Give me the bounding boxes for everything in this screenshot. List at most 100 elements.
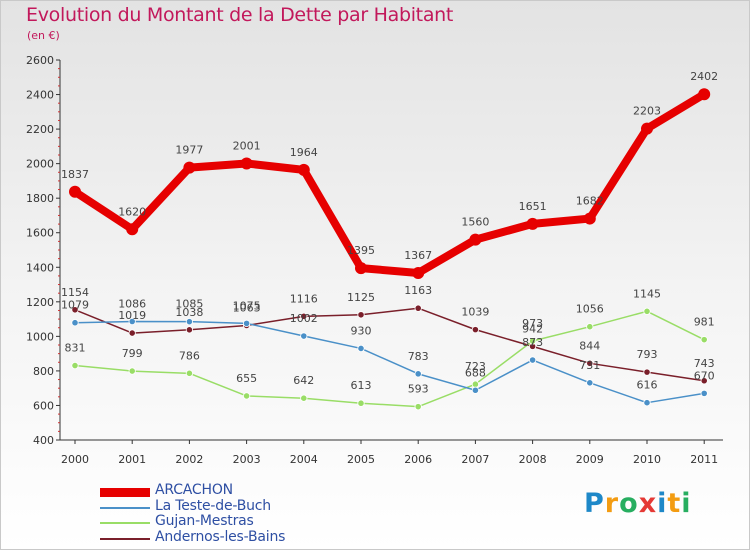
data-point xyxy=(586,379,594,387)
data-label: 616 xyxy=(637,379,658,392)
data-label: 1977 xyxy=(175,144,203,157)
data-point xyxy=(185,318,193,326)
data-point xyxy=(357,311,365,319)
legend-label: ARCACHON xyxy=(155,482,233,498)
data-point xyxy=(243,319,251,328)
series-line xyxy=(74,320,705,404)
data-point xyxy=(357,399,365,407)
x-tick-label: 2001 xyxy=(118,453,146,466)
data-label: 1079 xyxy=(61,299,89,312)
data-label: 1395 xyxy=(347,244,375,257)
data-label: 1039 xyxy=(461,306,489,319)
data-point xyxy=(71,361,79,370)
data-point xyxy=(586,359,594,367)
logo-letter: o xyxy=(619,488,639,519)
data-label: 973 xyxy=(522,317,543,330)
data-point xyxy=(643,368,651,376)
data-point xyxy=(243,392,251,400)
series-la-teste-de-buch xyxy=(71,317,708,407)
data-label: 1002 xyxy=(290,312,318,325)
data-label: 1145 xyxy=(633,287,661,300)
data-label: 731 xyxy=(579,359,600,372)
data-label: 786 xyxy=(179,349,200,362)
logo-letter: i xyxy=(657,488,668,519)
data-point xyxy=(414,304,422,312)
legend-label: La Teste-de-Buch xyxy=(155,497,271,514)
y-tick-label: 1800 xyxy=(26,192,54,205)
data-point xyxy=(300,332,308,340)
legend-swatch xyxy=(100,487,150,497)
y-tick-label: 2600 xyxy=(26,54,54,67)
data-point xyxy=(700,336,708,344)
data-point xyxy=(357,344,365,353)
data-label: 655 xyxy=(236,372,257,385)
data-label: 2402 xyxy=(690,70,718,83)
data-point xyxy=(528,337,537,345)
series-arcachon xyxy=(69,88,711,279)
data-point xyxy=(71,306,79,314)
data-point xyxy=(128,367,136,375)
x-tick-label: 2011 xyxy=(690,453,718,466)
legend-label: Gujan-Mestras xyxy=(155,513,254,529)
data-point xyxy=(126,223,139,236)
data-label: 1154 xyxy=(61,286,89,299)
data-point xyxy=(471,386,479,394)
data-label: 783 xyxy=(408,350,429,363)
legend-swatch xyxy=(100,522,150,524)
data-point xyxy=(583,212,596,225)
legend-label: Andernos-les-Bains xyxy=(155,528,286,545)
x-tick-label: 2007 xyxy=(461,453,489,466)
data-label: 793 xyxy=(637,348,658,361)
data-label: 743 xyxy=(694,357,715,370)
data-point xyxy=(69,185,81,198)
x-tick-label: 2003 xyxy=(233,453,261,466)
data-point xyxy=(528,356,537,364)
data-label: 2001 xyxy=(233,139,261,152)
data-point xyxy=(412,266,425,279)
x-tick-label: 2006 xyxy=(404,453,432,466)
data-point xyxy=(414,370,422,378)
series-line xyxy=(74,310,705,408)
data-label: 844 xyxy=(579,339,600,352)
x-tick-label: 2009 xyxy=(576,453,604,466)
data-label: 1056 xyxy=(576,303,604,316)
y-tick-label: 2200 xyxy=(26,123,54,136)
data-label: 1125 xyxy=(347,291,375,304)
data-label: 1367 xyxy=(404,249,432,262)
data-label: 670 xyxy=(694,369,715,382)
data-point xyxy=(643,399,651,407)
data-point xyxy=(183,161,196,174)
chart-subtitle: (en €) xyxy=(27,29,60,42)
data-label: 1075 xyxy=(233,299,261,312)
data-point xyxy=(355,262,367,275)
data-point xyxy=(185,326,193,334)
data-label: 873 xyxy=(522,336,543,349)
y-tick-label: 1000 xyxy=(26,330,54,343)
data-label: 942 xyxy=(522,322,543,335)
legend-swatch xyxy=(100,506,150,509)
y-tick-label: 2000 xyxy=(26,158,54,171)
x-tick-label: 2005 xyxy=(347,453,375,466)
y-tick-label: 2400 xyxy=(26,89,54,102)
data-label: 831 xyxy=(65,342,86,355)
y-tick-label: 1200 xyxy=(26,296,54,309)
data-point xyxy=(698,88,711,101)
data-point xyxy=(526,217,539,230)
data-label: 930 xyxy=(351,324,372,337)
data-label: 1116 xyxy=(290,292,318,305)
data-point xyxy=(700,389,708,397)
data-label: 1086 xyxy=(118,298,146,311)
proxiti-logo: Proxiti xyxy=(584,488,692,519)
data-point xyxy=(586,323,594,331)
y-tick-label: 800 xyxy=(33,365,54,378)
data-point xyxy=(469,233,482,246)
data-point xyxy=(300,312,308,320)
y-tick-label: 1600 xyxy=(26,227,54,240)
data-point xyxy=(700,377,708,385)
data-point xyxy=(240,157,253,170)
data-point xyxy=(71,319,79,327)
logo-letter: P xyxy=(584,488,605,519)
data-label: 799 xyxy=(122,347,143,360)
data-label: 1964 xyxy=(290,146,318,159)
